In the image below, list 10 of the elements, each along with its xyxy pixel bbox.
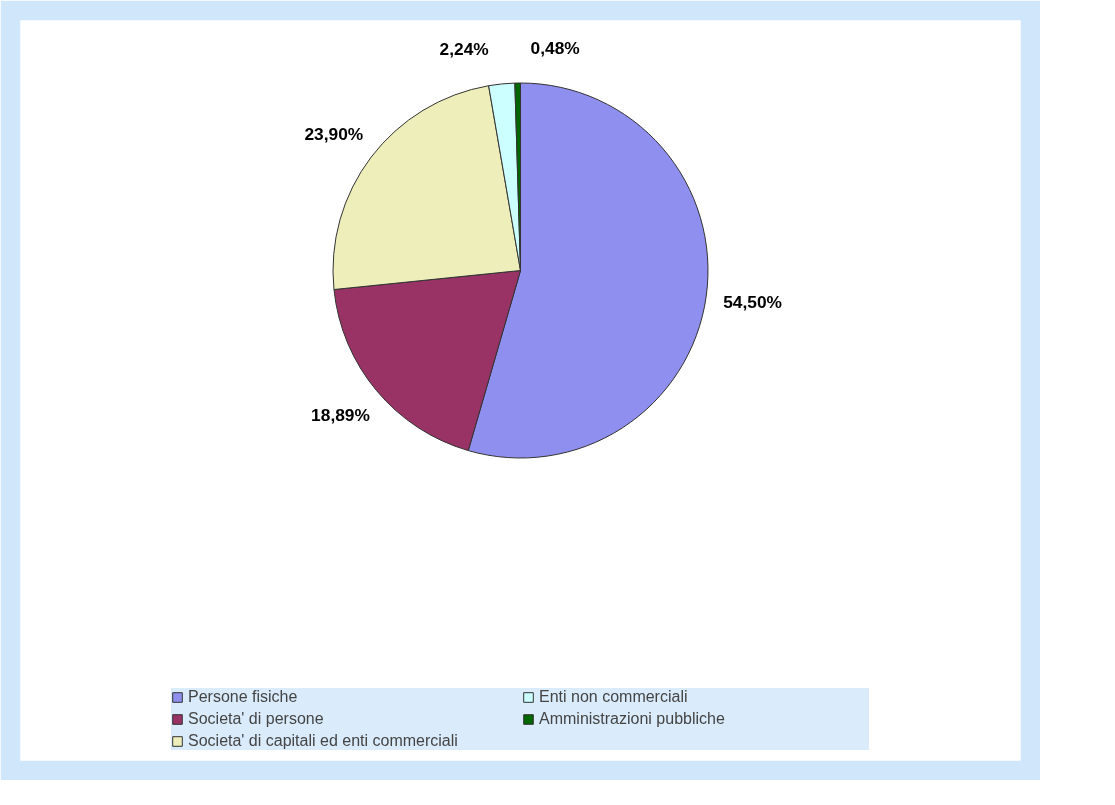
legend-label: Societa' di capitali ed enti commerciali: [188, 732, 459, 750]
data-label: 23,90%: [304, 124, 364, 145]
data-label: 2,24%: [439, 38, 489, 59]
legend-label: Amministrazioni pubbliche: [539, 710, 726, 728]
data-label: 0,48%: [530, 38, 580, 59]
data-label: 18,89%: [311, 404, 370, 425]
data-label: 54,50%: [723, 292, 782, 313]
legend-label: Persone fisiche: [188, 688, 299, 706]
legend-label: Societa' di persone: [188, 710, 325, 728]
legend-label: Enti non commerciali: [539, 688, 689, 706]
